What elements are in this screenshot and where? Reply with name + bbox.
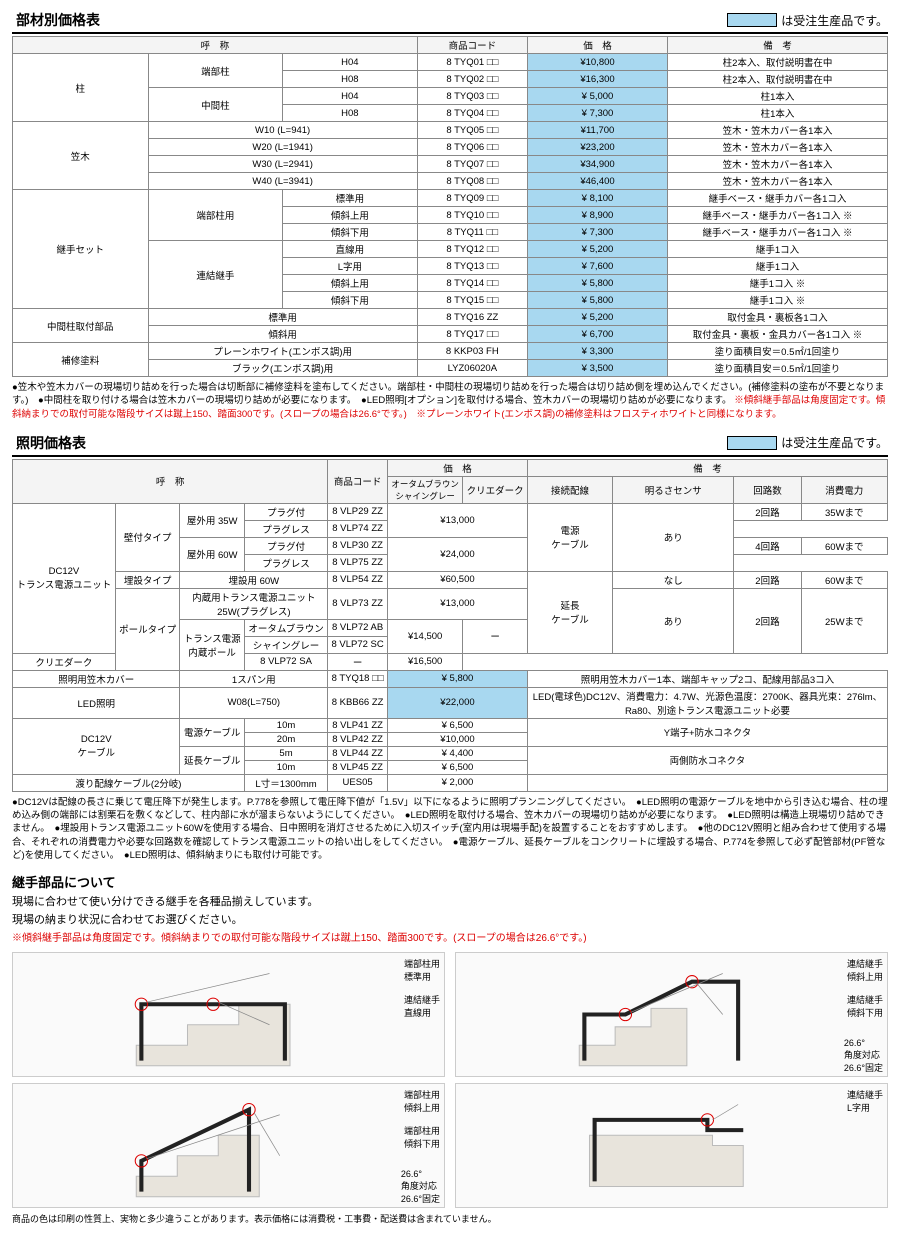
table-row: 継手セット端部柱用標準用8 TYQ09 □□¥ 8,100継手ベース・継手カバー…	[13, 190, 888, 207]
table-row: DC12Vケーブル電源ケーブル10m8 VLP41 ZZ¥ 6,500Y端子+防…	[13, 718, 888, 732]
lbl-d1b: 連結継手直線用	[404, 993, 440, 1019]
th-name: 呼 称	[13, 37, 418, 54]
diagram-slope-link: 連結継手傾斜上用 連結継手傾斜下用 26.6°角度対応26.6°固定	[455, 952, 888, 1077]
lbl-d3a: 連結継手傾斜上用	[847, 957, 883, 983]
table-row: 渡り配線ケーブル(2分岐)L寸＝1300mmUES05¥ 2,000	[13, 774, 888, 791]
joint-section: 継手部品について 現場に合わせて使い分けできる継手を各種品揃えしています。 現場…	[12, 872, 888, 1208]
diagram-area: 端部柱用標準用 連結継手直線用 端部柱用傾斜上用	[12, 952, 888, 1208]
table-row: 中間柱取付部品標準用8 TYQ16 ZZ¥ 5,200取付金具・裏板各1コ入	[13, 309, 888, 326]
joint-line1: 現場に合わせて使い分けできる継手を各種品揃えしています。	[12, 893, 888, 909]
section-header-lighting: 照明価格表 は受注生産品です。	[12, 431, 888, 457]
joint-title: 継手部品について	[12, 872, 888, 891]
legend-swatch	[727, 13, 777, 27]
th2-note: 備 考	[527, 459, 887, 476]
lighting-notes: ●DC12Vは配線の長さに乗じて電圧降下が発生します。P.778を参照して電圧降…	[12, 796, 888, 862]
th2-code: 商品コード	[328, 459, 388, 503]
th-code: 商品コード	[417, 37, 527, 54]
lbl-d4a: 連結継手L字用	[847, 1088, 883, 1114]
th2-n3: 回路数	[734, 476, 801, 503]
joint-warn: ※傾斜継手部品は角度固定です。傾斜納まりでの取付可能な階段サイズは蹴上150、踏…	[12, 929, 888, 944]
table-row: DC12Vトランス電源ユニット壁付タイプ屋外用 35Wプラグ付8 VLP29 Z…	[13, 503, 888, 520]
table-row: 補修塗料プレーンホワイト(エンボス調)用8 KKP03 FH¥ 3,300塗り面…	[13, 343, 888, 360]
table-row: ポールタイプ内蔵用トランス電源ユニット25W(プラグレス)8 VLP73 ZZ¥…	[13, 588, 888, 619]
th2-p1: オータムブラウンシャイングレー	[388, 476, 463, 503]
legend-text: は受注生産品です。	[781, 12, 888, 29]
footer-note: 商品の色は印刷の性質上、実物と多少違うことがあります。表示価格には消費税・工事費…	[12, 1212, 888, 1225]
diagram-lshape: 連結継手L字用	[455, 1083, 888, 1208]
legend-text-2: は受注生産品です。	[781, 434, 888, 451]
lighting-price-table: 呼 称 商品コード 価 格 備 考 オータムブラウンシャイングレー クリエダーク…	[12, 459, 888, 792]
angle-d3: 26.6°角度対応26.6°固定	[844, 1038, 883, 1074]
th2-name: 呼 称	[13, 459, 328, 503]
legend: は受注生産品です。	[727, 12, 888, 29]
joint-line2: 現場の納まり状況に合わせてお選びください。	[12, 911, 888, 927]
table-row: 笠木W10 (L=941)8 TYQ05 □□¥11,700笠木・笠木カバー各1…	[13, 122, 888, 139]
th-note: 備 考	[668, 37, 888, 54]
th2-n1: 接続配線	[527, 476, 612, 503]
parts-price-table: 呼 称 商品コード 価 格 備 考 柱端部柱H048 TYQ01 □□¥10,8…	[12, 36, 888, 377]
th2-n2: 明るさセンサ	[613, 476, 734, 503]
legend2: は受注生産品です。	[727, 434, 888, 451]
table-row: 柱端部柱H048 TYQ01 □□¥10,800柱2本入、取付説明書在中	[13, 54, 888, 71]
th2-p2: クリエダーク	[463, 476, 528, 503]
legend-swatch-2	[727, 436, 777, 450]
th2-price: 価 格	[388, 459, 528, 476]
lbl-d2b: 端部柱用傾斜下用	[404, 1124, 440, 1150]
lbl-d3b: 連結継手傾斜下用	[847, 993, 883, 1019]
diagram-standard: 端部柱用標準用 連結継手直線用	[12, 952, 445, 1077]
diagram-slope-end: 端部柱用傾斜上用 端部柱用傾斜下用 26.6°角度対応26.6°固定	[12, 1083, 445, 1208]
lbl-d1a: 端部柱用標準用	[404, 957, 440, 983]
lighting-title: 照明価格表	[12, 431, 86, 455]
th-price: 価 格	[528, 37, 668, 54]
table-row: LED照明W08(L=750)8 KBB66 ZZ¥22,000LED(電球色)…	[13, 687, 888, 718]
parts-title: 部材別価格表	[12, 8, 100, 32]
section-header-parts: 部材別価格表 は受注生産品です。	[12, 8, 888, 34]
th2-n4: 消費電力	[801, 476, 887, 503]
parts-notes: ●笠木や笠木カバーの現場切り詰めを行った場合は切断部に補修塗料を塗布してください…	[12, 381, 888, 421]
table-row: 埋設タイプ埋設用 60W8 VLP54 ZZ¥60,500延長ケーブルなし2回路…	[13, 571, 888, 588]
lbl-d2a: 端部柱用傾斜上用	[404, 1088, 440, 1114]
table-row: 照明用笠木カバー1スパン用8 TYQ18 □□¥ 5,800照明用笠木カバー1本…	[13, 670, 888, 687]
